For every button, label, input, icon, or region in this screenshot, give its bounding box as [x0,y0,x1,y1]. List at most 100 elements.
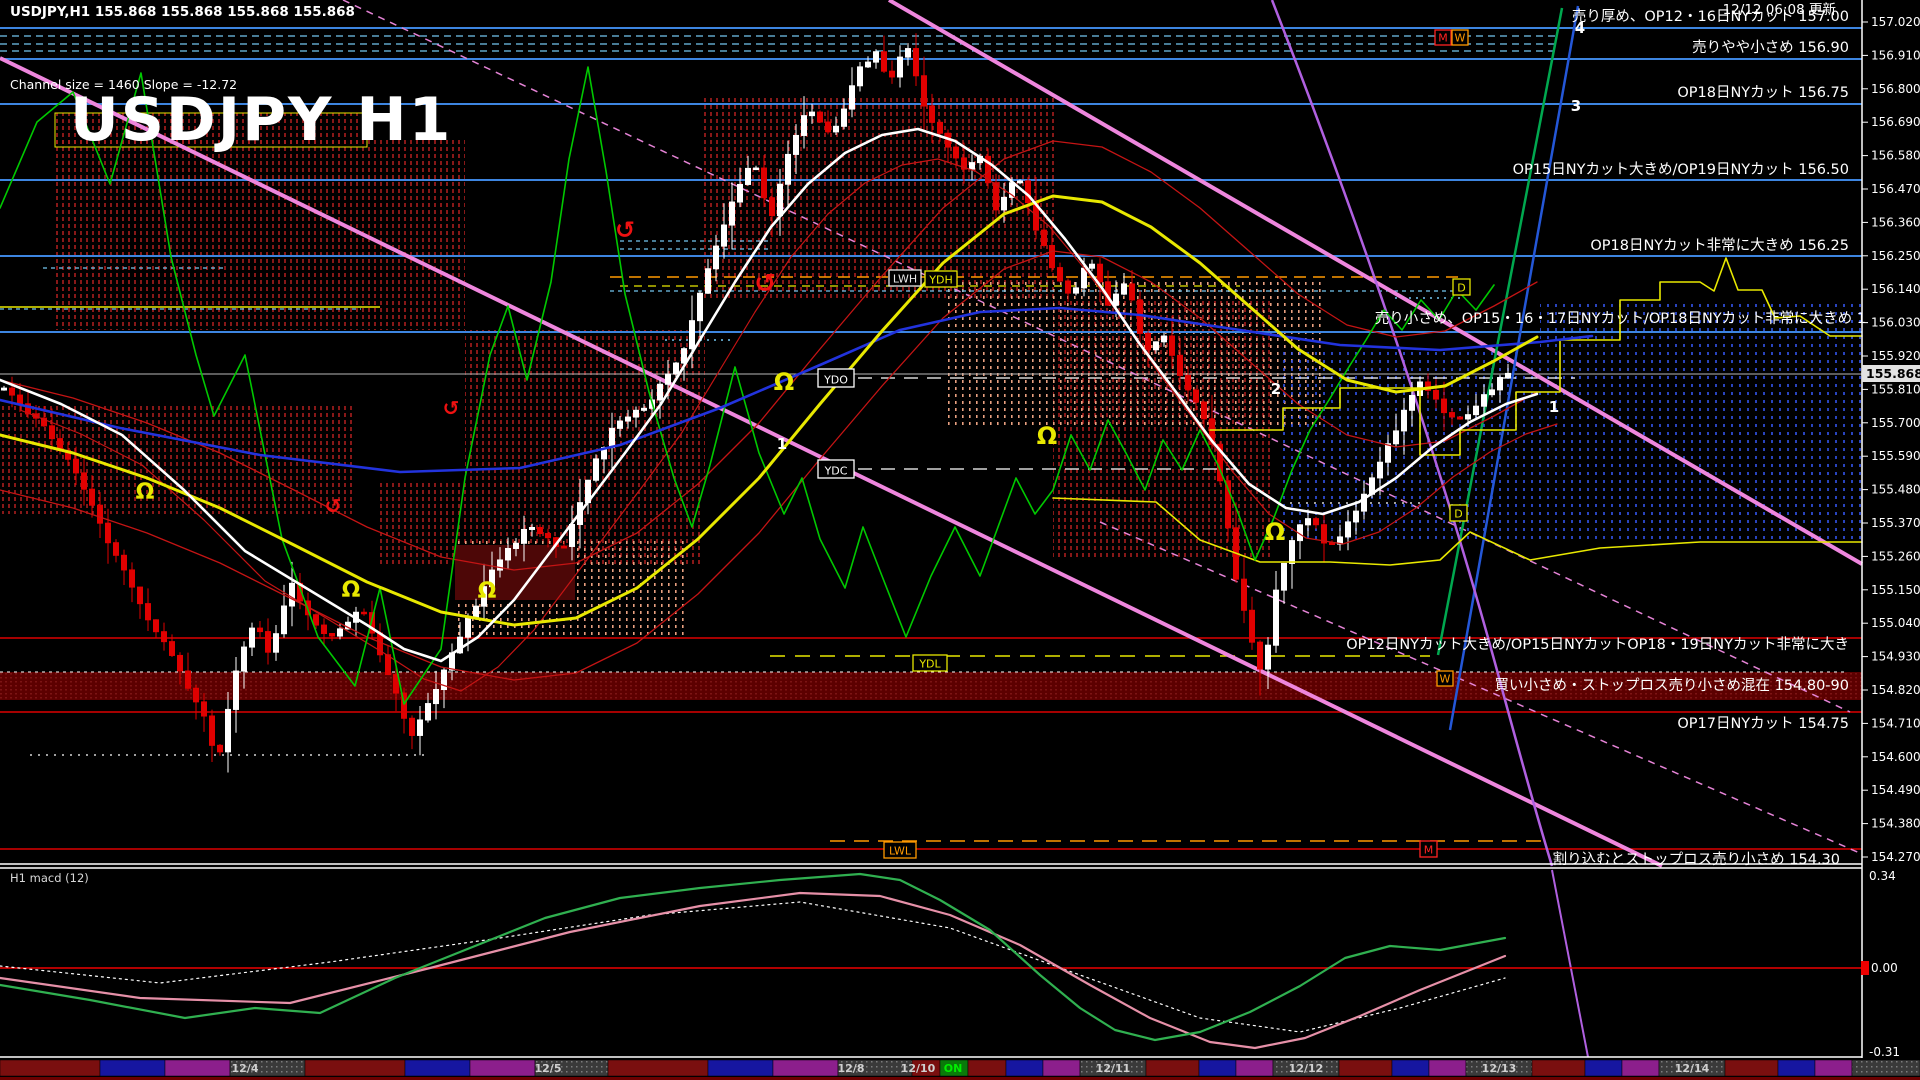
candle-body [97,504,103,524]
candle-body [185,670,191,689]
session-segment[interactable] [404,1059,471,1077]
candle-body [689,320,695,350]
macd-signal-line [0,891,1507,1050]
session-segment[interactable] [1391,1059,1430,1077]
session-segment[interactable] [1145,1059,1200,1077]
candle-body [561,545,567,549]
candle-body [1505,372,1511,379]
session-segment[interactable] [607,1059,709,1077]
marker-box-label: LWL [889,845,912,858]
date-label: 12/14 [1675,1062,1710,1075]
session-segment[interactable] [164,1059,231,1077]
candle-body [121,554,127,571]
candle-body [809,111,815,117]
candle-body [609,427,615,449]
marker-box-label: W [1440,673,1451,686]
candle-body [969,162,975,170]
marker-box-label: YDL [918,658,941,671]
channel-info-label: Channel size = 1460 Slope = -12.72 [10,77,237,92]
buy-omega-symbol: Ω [1265,518,1285,546]
watermark-title: USDJPY H1 [70,85,452,155]
indicator-overlays-layer [0,66,1863,705]
candle-body [705,268,711,294]
candle-body [129,569,135,588]
candle-body [1465,414,1471,420]
price-tick-label: 154.380 [1871,817,1920,831]
candle-body [1265,644,1271,670]
current-price-tag [1862,365,1920,382]
price-band-15480-90 [0,672,1862,700]
candle-body [673,362,679,375]
candle-body [753,167,759,171]
session-segment[interactable] [1042,1059,1081,1077]
cloud-region [943,282,1323,429]
candle-body [993,182,999,211]
marker-box-label: M [1438,32,1448,45]
session-segment[interactable] [1724,1059,1779,1077]
candle-body [1,387,7,391]
session-segment[interactable] [772,1059,839,1077]
price-tick-label: 155.480 [1871,483,1920,497]
candle-body [1049,245,1055,269]
candle-body [721,224,727,247]
candle-body [1401,409,1407,432]
session-segment[interactable] [1851,1059,1920,1077]
session-segment[interactable] [99,1059,166,1077]
candle-body [961,157,967,170]
macd-white-dotted-line [0,901,1506,1033]
senkou-span-lower [1052,497,1863,566]
candle-body [833,125,839,133]
session-segment[interactable] [469,1059,536,1077]
time-axis-session-bar[interactable]: 12/4 12/5 12/8 12/10 12/11 12/12 12/13 12/14 ON [0,1059,1920,1080]
candle-body [1017,180,1023,184]
candle-body [1145,332,1151,351]
marker-box-label: YDO [823,374,848,387]
candle-body [1113,293,1119,306]
session-segment[interactable] [304,1059,406,1077]
marker-box-m [1419,840,1438,858]
date-label: 12/13 [1482,1062,1517,1075]
candle-body [1001,196,1007,211]
session-segment[interactable] [967,1059,1007,1077]
candle-body [593,458,599,481]
session-segment[interactable] [1005,1059,1044,1077]
candle-body [929,105,935,123]
marker-box-d [1452,278,1471,296]
candle-body [665,373,671,385]
session-segment[interactable] [0,1059,101,1077]
wave-number-label: 1 [777,435,787,453]
session-segment[interactable] [1777,1059,1816,1077]
price-tick-label: 156.580 [1871,149,1920,163]
session-segment[interactable] [1235,1059,1274,1077]
candle-body [89,488,95,506]
session-segment[interactable] [1531,1059,1586,1077]
green-lagging-line [0,66,1495,705]
session-segment[interactable] [707,1059,774,1077]
price-tick-label: 156.690 [1871,115,1920,129]
session-segment[interactable] [1621,1059,1660,1077]
session-segment[interactable] [1198,1059,1237,1077]
date-label: 12/5 [535,1062,562,1075]
session-segment[interactable] [1428,1059,1467,1077]
candle-body [1065,280,1071,294]
candle-body [145,603,151,621]
candle-body [25,403,31,415]
price-tick-label: 156.250 [1871,249,1920,263]
candle-body [745,167,751,185]
session-segment[interactable] [1338,1059,1393,1077]
session-segment[interactable] [1814,1059,1853,1077]
price-axis[interactable]: 157.020 156.910 156.800 156.690 156.580 156.4… [0,0,1920,1058]
candle-body [1057,267,1063,282]
candle-body [545,533,551,539]
session-segment[interactable] [1584,1059,1623,1077]
session-bar-underline [0,1077,1920,1080]
candle-body [529,527,535,530]
candle-body [217,744,223,753]
candle-body [281,605,287,635]
candle-body [385,654,391,676]
candle-body [953,146,959,159]
candle-body [1489,389,1495,396]
current-price-value: 155.868 [1866,366,1920,381]
